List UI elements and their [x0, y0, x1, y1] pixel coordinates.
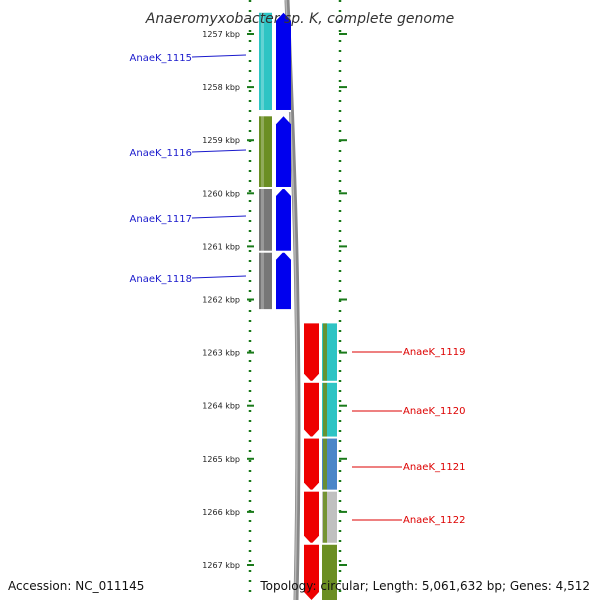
gene-cog-bar[interactable]	[259, 12, 272, 111]
gene-boundary	[259, 186, 291, 189]
gene-label-leader	[191, 275, 247, 279]
gene-AnaeK_1123[interactable]	[304, 543, 337, 600]
gene-AnaeK_1122[interactable]	[304, 490, 337, 544]
gene-cog-edge	[323, 323, 327, 382]
gene-boundary	[259, 309, 291, 312]
gene-label[interactable]: AnaeK_1118	[130, 274, 192, 285]
gene-label[interactable]: AnaeK_1119	[403, 347, 465, 358]
gene-strand-arrow[interactable]	[304, 490, 319, 544]
gene-boundary	[304, 542, 337, 545]
gene-strand-arrow[interactable]	[304, 437, 319, 491]
gene-tracks-layer	[259, 12, 337, 600]
gene-label[interactable]: AnaeK_1120	[403, 406, 465, 417]
gene-cog-bar[interactable]	[259, 187, 272, 252]
gene-boundary	[304, 489, 337, 492]
genome-summary: Topology: circular; Length: 5,061,632 bp…	[260, 579, 590, 593]
gene-cog-edge	[323, 543, 327, 600]
gene-cog-bar[interactable]	[259, 116, 272, 188]
ruler-layer: 1257 kbp 1258 kbp 1259 kbp 1260 kbp 1261 kbp…	[202, 0, 347, 600]
gene-AnaeK_1116[interactable]	[259, 116, 291, 188]
gene-cog-shine	[261, 187, 264, 252]
gene-labels-layer: AnaeK_1115 AnaeK_1116 AnaeK_1117 AnaeK_1118…	[130, 53, 466, 526]
ruler-tick-label: 1264 kbp	[202, 402, 240, 411]
gene-label[interactable]: AnaeK_1121	[403, 462, 465, 473]
gene-label[interactable]: AnaeK_1115	[130, 53, 192, 64]
gene-label-leader	[191, 149, 247, 153]
gene-cog-shine	[261, 12, 264, 111]
gene-cog-edge	[323, 490, 327, 544]
ruler-tick-label: 1261 kbp	[202, 242, 240, 251]
ruler-tick-label: 1260 kbp	[202, 189, 240, 198]
gene-strand-arrow[interactable]	[304, 543, 319, 600]
gene-cog-edge	[323, 381, 327, 438]
gene-AnaeK_1117[interactable]	[259, 187, 291, 252]
gene-cog-bar[interactable]	[259, 251, 272, 311]
gene-strand-arrow[interactable]	[276, 187, 291, 252]
gene-boundary	[304, 436, 337, 439]
ruler-tick-label: 1258 kbp	[202, 83, 240, 92]
ruler-tick-label: 1259 kbp	[202, 136, 240, 145]
gene-AnaeK_1121[interactable]	[304, 437, 337, 491]
gene-cog-shine	[261, 116, 264, 188]
gene-strand-arrow[interactable]	[304, 381, 319, 438]
gene-boundary	[259, 109, 291, 112]
gene-boundary	[259, 250, 291, 253]
ruler-tick-label: 1262 kbp	[202, 296, 240, 305]
ruler-tick-label: 1267 kbp	[202, 561, 240, 570]
gene-label[interactable]: AnaeK_1116	[130, 148, 192, 159]
map-title: Anaeromyxobacter sp. K, complete genome	[145, 11, 454, 27]
gene-cog-shine	[261, 251, 264, 311]
gene-label[interactable]: AnaeK_1122	[403, 515, 465, 526]
gene-strand-arrow[interactable]	[304, 323, 319, 382]
gene-label-leader	[191, 215, 247, 219]
ruler-tick-label: 1266 kbp	[202, 508, 240, 517]
gene-AnaeK_1120[interactable]	[304, 381, 337, 438]
gene-label-leader	[191, 54, 247, 58]
gene-AnaeK_1119[interactable]	[304, 323, 337, 382]
gene-AnaeK_1115[interactable]	[259, 12, 291, 111]
gene-label[interactable]: AnaeK_1117	[130, 214, 192, 225]
gene-strand-arrow[interactable]	[276, 116, 291, 188]
gene-strand-arrow[interactable]	[276, 251, 291, 311]
accession-text: Accession: NC_011145	[8, 579, 145, 593]
gene-AnaeK_1118[interactable]	[259, 251, 291, 311]
ruler-tick-label: 1263 kbp	[202, 349, 240, 358]
gene-boundary	[304, 380, 337, 383]
gene-cog-edge	[323, 437, 327, 491]
gene-strand-arrow[interactable]	[276, 12, 291, 111]
ruler-tick-label: 1257 kbp	[202, 30, 240, 39]
ruler-tick-label: 1265 kbp	[202, 455, 240, 464]
